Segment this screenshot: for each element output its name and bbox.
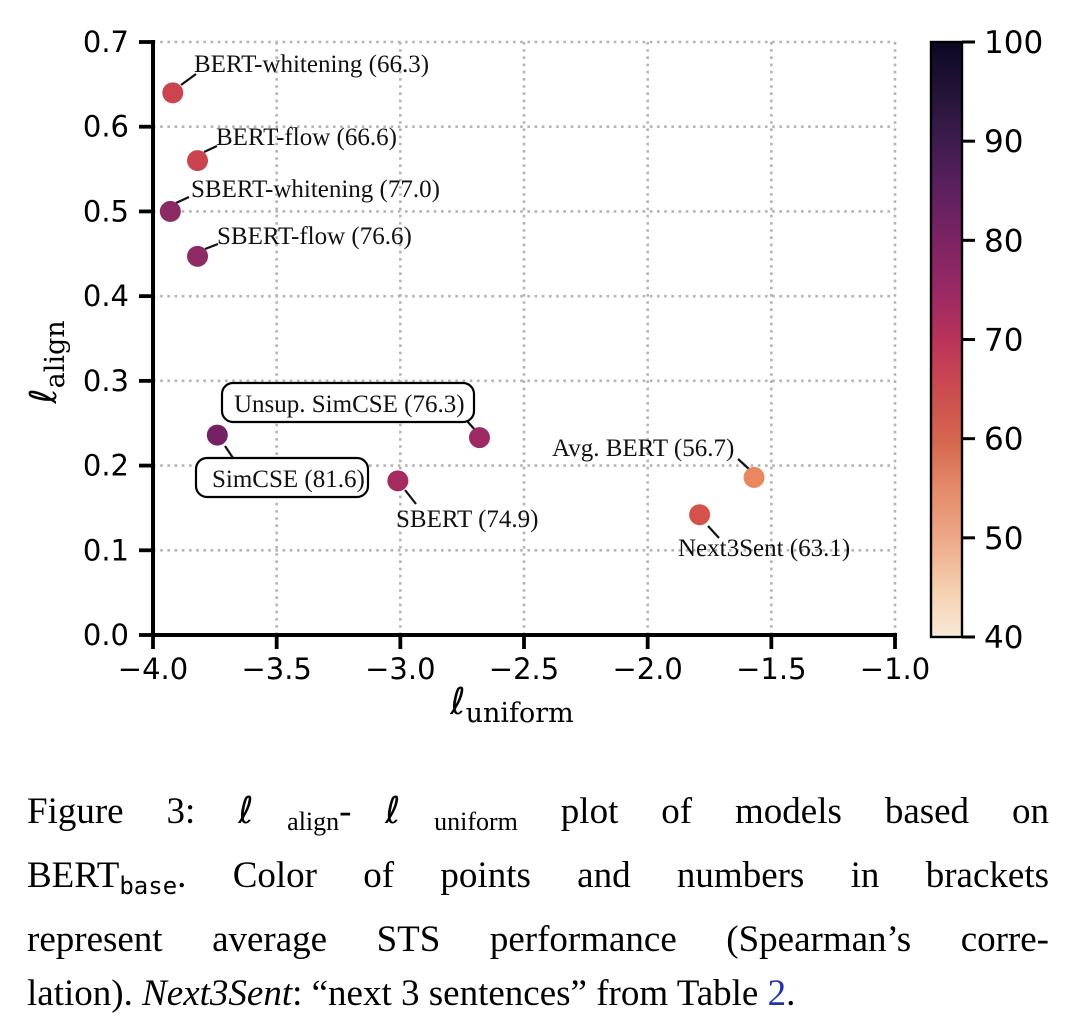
caption-text: . Color of points and numbers in bracket…: [177, 855, 1049, 896]
caption-line-2: BERTbase. Color of points and numbers in…: [27, 849, 1049, 913]
table-2-link[interactable]: 2: [767, 973, 787, 1014]
leader-line-bert-flow: [203, 145, 218, 153]
caption-text: lation).: [27, 973, 143, 1014]
x-tick-label: −1.5: [736, 652, 806, 686]
x-axis-label: ℓuniform: [449, 680, 573, 729]
point-unsup-simcse: [468, 427, 490, 449]
caption-text: plot of models based on: [517, 791, 1049, 832]
label-bert-flow: BERT-flow (66.6): [216, 124, 397, 151]
leader-line-avg-bert: [737, 458, 750, 470]
caption-line-3: represent average STS performance (Spear…: [27, 913, 1049, 967]
caption-line-4: lation). Next3Sent: “next 3 sentences” f…: [27, 967, 1049, 1021]
leader-line-sbert: [404, 489, 417, 505]
label-box-simcse: [194, 456, 370, 499]
colorbar-tick-label: 40: [984, 620, 1023, 656]
caption-text: -: [339, 791, 352, 832]
caption-text: uniform: [434, 807, 518, 836]
caption-text: ℓ: [238, 789, 288, 832]
caption-text: Next3Sent: [142, 973, 293, 1014]
y-tick-label: 0.7: [83, 25, 129, 59]
label-unsup-simcse: Unsup. SimCSE (76.3): [234, 391, 465, 418]
y-tick-label: 0.0: [83, 618, 129, 652]
colorbar-tick-label: 50: [984, 521, 1023, 557]
x-tick-label: −1.0: [860, 652, 930, 686]
caption-line-1: Figure 3: ℓalign-ℓuniform plot of models…: [27, 784, 1049, 849]
y-tick-label: 0.1: [83, 533, 129, 567]
y-tick-label: 0.6: [83, 110, 129, 144]
leader-line-next3sent: [707, 525, 720, 539]
label-sbert-whitening: SBERT-whitening (77.0): [191, 176, 440, 203]
point-sbert-whitening: [159, 200, 181, 222]
caption-text: .: [786, 973, 796, 1014]
colorbar-tick-label: 100: [984, 25, 1043, 61]
colorbar: [929, 40, 964, 639]
y-tick-label: 0.2: [83, 449, 129, 483]
align-uniform-scatter-plot: 100 90 80 70 60 50 40 −4.0 −3.5 −3.0 −2.5 −2.0 −1.5 −…: [22, 25, 1043, 729]
y-axis-label: ℓalign: [22, 320, 71, 404]
label-simcse: SimCSE (81.6): [212, 466, 365, 493]
caption-text: align: [287, 807, 340, 836]
x-tick-label: −2.5: [489, 652, 559, 686]
caption-text: Figure 3:: [27, 791, 239, 832]
colorbar-tick-label: 80: [984, 223, 1023, 259]
caption-text: base: [119, 872, 178, 900]
leader-line-sbert-whitening: [175, 196, 190, 204]
point-next3sent: [689, 504, 711, 526]
x-tick-label: −3.0: [365, 652, 435, 686]
label-next3sent: Next3Sent (63.1): [678, 535, 850, 562]
label-sbert: SBERT (74.9): [396, 506, 539, 533]
colorbar-tick-label: 90: [984, 124, 1023, 160]
point-simcse: [206, 424, 228, 446]
label-sbert-flow: SBERT-flow (76.6): [217, 223, 412, 250]
ell-symbol: ℓ: [449, 680, 465, 723]
x-tick-label: −3.5: [241, 652, 311, 686]
colorbar-tick-label: 70: [984, 323, 1023, 359]
point-sbert: [387, 470, 409, 492]
y-tick-label: 0.3: [83, 364, 129, 398]
label-avg-bert: Avg. BERT (56.7): [552, 435, 734, 462]
leader-line-simcse: [224, 445, 234, 459]
y-tick-label: 0.4: [83, 279, 129, 313]
leader-line-sbert-flow: [204, 242, 219, 251]
axis-label-subscript: align: [40, 320, 71, 388]
label-box-unsup-simcse: [220, 381, 476, 424]
caption-text: ℓ: [351, 789, 435, 832]
colorbar-tick-label: 60: [984, 422, 1023, 458]
y-tick-label: 0.5: [83, 194, 129, 228]
caption-text: BERT: [27, 855, 120, 896]
axis-label-subscript: uniform: [466, 698, 574, 729]
caption-text: represent average STS performance (Spear…: [27, 919, 1049, 960]
point-bert-flow: [187, 150, 209, 172]
figure-caption: Figure 3: ℓalign-ℓuniform plot of models…: [27, 784, 1049, 1021]
label-bert-whitening: BERT-whitening (66.3): [194, 51, 429, 78]
point-sbert-flow: [187, 245, 209, 267]
leader-line-bert-whitening: [180, 73, 197, 86]
caption-text: : “next 3 sentences” from Table: [292, 973, 768, 1014]
point-bert-whitening: [162, 82, 184, 104]
point-avg-bert: [743, 466, 765, 488]
x-tick-label: −2.0: [612, 652, 682, 686]
x-tick-label: −4.0: [118, 652, 188, 686]
ell-symbol: ℓ: [22, 388, 65, 404]
